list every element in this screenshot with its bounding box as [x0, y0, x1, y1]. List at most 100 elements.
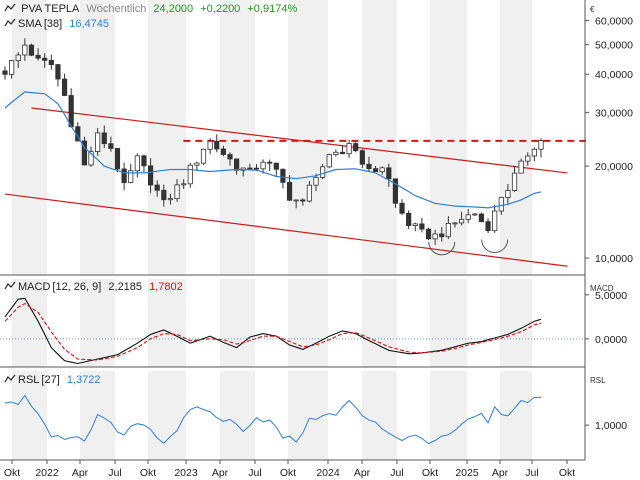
candle [379, 166, 385, 175]
candle [412, 222, 418, 232]
candle [81, 136, 88, 166]
indicator-icon [4, 374, 16, 383]
time-band [288, 0, 328, 275]
candle-body [439, 233, 445, 238]
candle-body [174, 184, 180, 200]
candle [101, 125, 107, 149]
instrument-name: PVA TEPLA [21, 3, 80, 15]
candle-body [108, 143, 114, 149]
time-band [430, 279, 467, 367]
x-tick-label: Jul [248, 467, 261, 479]
candle [445, 216, 451, 239]
candle [35, 48, 41, 61]
candle-body [386, 167, 392, 180]
rsl-value: 1,3722 [66, 374, 101, 386]
price-panel[interactable] [2, 38, 586, 267]
candle [114, 148, 121, 173]
price-tick-label: 10,0000 [595, 253, 633, 265]
candle [207, 138, 213, 155]
indicator-icon [4, 18, 16, 27]
candle [525, 152, 531, 166]
sma-line [4, 91, 542, 209]
candle-body [366, 163, 372, 170]
candle [346, 139, 352, 158]
candle [333, 149, 339, 157]
axes: 10,0000 20,0000 30,0000 40,0000 50,0000 60,00… [0, 0, 633, 461]
currency-label: € [590, 5, 595, 14]
candle-body [267, 161, 273, 164]
candle [359, 149, 365, 168]
candle [320, 164, 326, 180]
rsl-line [4, 394, 542, 445]
candle [419, 217, 425, 233]
candle-body [339, 151, 346, 155]
candle [141, 154, 147, 173]
price-tick-label: 60,0000 [595, 15, 633, 27]
candle [478, 212, 485, 223]
candle-body [472, 213, 478, 216]
candle-chart-icon [4, 3, 16, 12]
candle-body [55, 64, 61, 80]
time-band [220, 371, 255, 460]
candle [406, 210, 412, 230]
candle [95, 128, 101, 156]
candle-body [35, 54, 41, 59]
candle-body [214, 140, 220, 150]
candle-body [234, 158, 240, 171]
candle [187, 162, 193, 188]
time-band [80, 279, 115, 367]
x-tick-label: Apr [492, 467, 509, 479]
x-tick-label: Jul [108, 467, 121, 479]
candle-body [101, 132, 107, 145]
candle-body [465, 214, 471, 220]
candle [452, 221, 458, 228]
candle-body [320, 166, 326, 178]
candle-body [492, 210, 498, 232]
candle [42, 53, 48, 68]
x-tick-label: Apr [72, 467, 89, 479]
candle [154, 180, 160, 197]
candle-body [300, 199, 306, 202]
rsl-tick-label: 1,0000 [595, 420, 627, 432]
candle-body [273, 162, 279, 170]
candle-body [181, 183, 187, 186]
indicator-icon [4, 281, 16, 290]
sma-period: [38] [43, 18, 63, 30]
candle-body [220, 148, 226, 155]
candle [531, 147, 537, 162]
candle [128, 163, 134, 184]
candle [61, 73, 68, 97]
x-tick-label: 2022 [35, 467, 59, 479]
candle [167, 193, 174, 205]
price-tick-label: 30,0000 [595, 107, 633, 119]
candle-body [260, 161, 266, 170]
time-band [148, 371, 186, 460]
candle [121, 162, 127, 191]
candle [68, 88, 74, 128]
macd-value: 2,2185 [108, 281, 143, 293]
candle [227, 152, 233, 166]
candle-body [485, 221, 491, 232]
candle-body [511, 172, 518, 191]
candle [234, 158, 240, 175]
candle [134, 153, 140, 178]
candle [538, 138, 544, 158]
macd-panel[interactable] [0, 297, 585, 365]
candle-body [498, 197, 504, 212]
rsl-label: RSL [18, 374, 40, 386]
candle [300, 198, 306, 206]
last-price: 24,2000 [153, 3, 194, 15]
candle-body [194, 162, 200, 166]
macd-legend: MACD [12, 26, 9] 2,2185 1,7802 [4, 281, 187, 293]
candle [465, 209, 471, 223]
macd-label: MACD [18, 281, 51, 293]
time-band [500, 279, 532, 367]
candle-body [379, 167, 385, 173]
candle [439, 227, 445, 242]
time-band [362, 371, 397, 460]
candle-body [68, 95, 74, 128]
candle [15, 52, 21, 69]
rsl-panel[interactable] [4, 394, 542, 445]
candle [174, 179, 180, 202]
candle-body [359, 150, 365, 165]
